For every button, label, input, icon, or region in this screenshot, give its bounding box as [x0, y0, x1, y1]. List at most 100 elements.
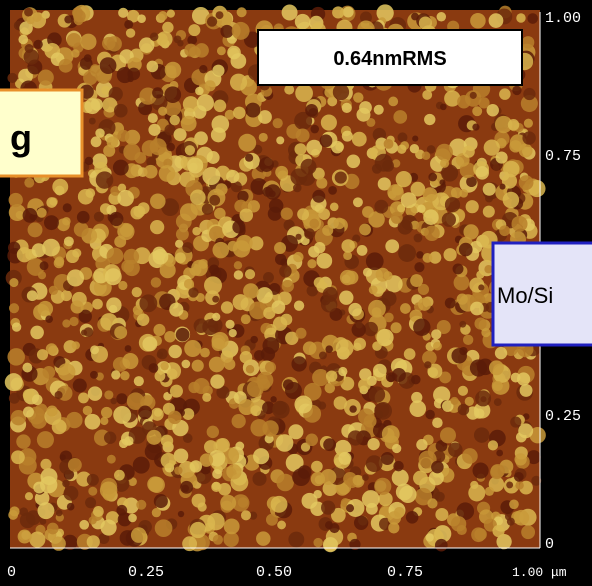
grain: [474, 528, 486, 540]
grain: [215, 183, 227, 195]
grain: [66, 412, 82, 428]
grain: [375, 154, 393, 172]
grain: [306, 434, 318, 446]
grain: [514, 472, 524, 482]
grain: [91, 136, 102, 147]
grain: [169, 303, 183, 317]
grain: [213, 535, 223, 545]
grain: [527, 13, 538, 24]
grain: [353, 197, 363, 207]
grain: [428, 173, 437, 182]
grain: [470, 92, 477, 99]
grain: [9, 303, 19, 313]
grain: [275, 166, 288, 179]
grain: [212, 65, 224, 77]
grain: [175, 240, 183, 248]
grain: [147, 61, 159, 73]
grain: [411, 392, 422, 403]
grain: [202, 319, 218, 335]
grain: [362, 206, 374, 218]
grain: [272, 401, 289, 418]
grain: [148, 124, 160, 136]
grain: [406, 511, 419, 524]
grain: [111, 370, 120, 379]
grain: [23, 407, 34, 418]
grain: [238, 497, 248, 507]
y-tick-label: 0: [545, 536, 554, 553]
grain: [130, 206, 143, 219]
grain: [451, 516, 466, 531]
grain: [188, 382, 199, 393]
grain: [354, 516, 368, 530]
grain: [399, 486, 416, 503]
grain: [149, 363, 159, 373]
grain: [73, 379, 87, 393]
grain: [330, 202, 339, 211]
grain: [366, 503, 378, 515]
grain: [281, 208, 293, 220]
grain: [64, 15, 72, 23]
grain: [453, 263, 464, 274]
grain: [232, 414, 246, 428]
y-tick-label: 0.25: [545, 408, 581, 425]
grain: [63, 203, 72, 212]
grain: [440, 159, 449, 168]
grain: [346, 504, 354, 512]
grain: [212, 338, 225, 351]
grain: [250, 405, 261, 416]
grain: [200, 348, 210, 358]
grain: [302, 493, 318, 509]
grain: [49, 286, 58, 295]
grain: [311, 461, 323, 473]
grain: [485, 487, 494, 496]
grain: [29, 531, 45, 547]
grain: [7, 73, 17, 83]
grain: [101, 407, 112, 418]
grain: [338, 367, 347, 376]
grain: [499, 88, 511, 100]
grain: [157, 349, 168, 360]
grain: [494, 398, 502, 406]
grain: [333, 84, 349, 100]
grain: [481, 328, 490, 337]
grain: [9, 278, 18, 287]
grain: [436, 144, 453, 161]
grain: [308, 246, 320, 258]
grain: [96, 171, 113, 188]
grain: [237, 7, 247, 17]
grain: [84, 98, 100, 114]
grain: [243, 283, 259, 299]
grain: [85, 157, 93, 165]
grain: [150, 32, 159, 41]
grain: [117, 130, 129, 142]
grain: [288, 532, 304, 548]
grain: [93, 506, 104, 517]
grain: [62, 480, 69, 487]
grain: [253, 448, 269, 464]
grain: [5, 373, 23, 391]
grain: [349, 405, 356, 412]
grain: [11, 450, 25, 464]
grain: [414, 234, 423, 243]
grain: [340, 270, 355, 285]
grain: [381, 291, 396, 306]
grain: [459, 321, 466, 328]
grain: [109, 212, 123, 226]
grain: [372, 307, 382, 317]
grain: [276, 434, 294, 452]
grain: [74, 222, 89, 237]
grain: [457, 95, 470, 108]
grain: [317, 253, 333, 269]
grain: [145, 443, 162, 460]
grain: [228, 241, 239, 252]
grain: [87, 535, 100, 548]
grain: [523, 88, 535, 100]
grain: [180, 481, 193, 494]
grain: [46, 197, 57, 208]
grain: [321, 500, 335, 514]
grain: [427, 498, 437, 508]
grain: [423, 209, 439, 225]
grain: [422, 90, 432, 100]
grain: [511, 216, 527, 232]
grain: [32, 394, 43, 405]
